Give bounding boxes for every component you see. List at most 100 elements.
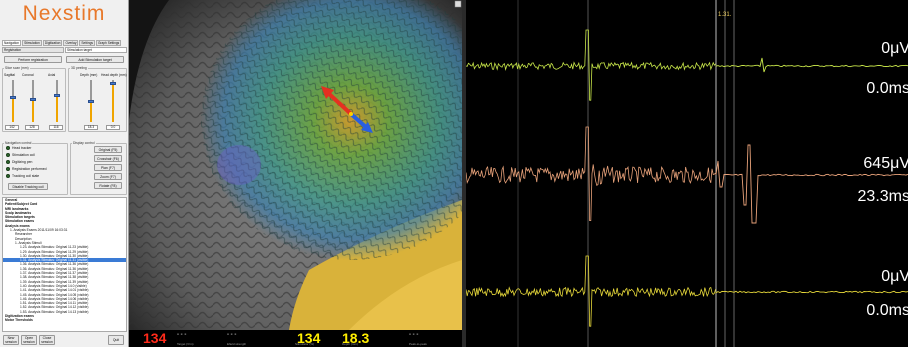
axial-slider-handle[interactable] bbox=[54, 94, 60, 97]
zoom-view-button[interactable]: Zoom (F7) bbox=[94, 173, 122, 180]
ch1-latency: 0.0ms bbox=[866, 80, 908, 97]
status-led-icon bbox=[6, 153, 10, 158]
axial-slider[interactable] bbox=[54, 80, 60, 122]
close-session-button[interactable]: Close session bbox=[39, 335, 55, 345]
emg-trace-post-2 bbox=[715, 144, 908, 224]
ch3-latency: 0.0ms bbox=[866, 302, 908, 319]
stimulation-coil-status: Stimulation coil bbox=[6, 153, 35, 158]
session-tree[interactable]: General Patient/Subject Card MRI landmarks… bbox=[2, 197, 127, 332]
status-led-icon bbox=[6, 167, 10, 172]
head-depth-value[interactable]: 0.0 bbox=[106, 125, 120, 130]
plan-view-button[interactable]: Plan (F7) bbox=[94, 164, 122, 171]
emg-trace-pre-2 bbox=[466, 126, 716, 221]
tree-item[interactable]: 1.41. Analysis Stimulus: Original 14.01 … bbox=[20, 288, 89, 293]
tree-item[interactable]: 1.38. Analysis Stimulus: Original 11.38 … bbox=[20, 275, 89, 280]
disable-tracking-coil-button[interactable]: Disable Tracking coil bbox=[8, 183, 48, 190]
tree-item[interactable]: General bbox=[5, 198, 18, 202]
maximize-icon[interactable] bbox=[454, 0, 462, 8]
status-led-icon bbox=[6, 146, 10, 151]
coronal-slider[interactable] bbox=[30, 80, 36, 122]
sagittal-slider-handle[interactable] bbox=[10, 96, 16, 99]
tree-item[interactable]: Description bbox=[15, 236, 32, 241]
tree-item[interactable]: 1.39. Analysis Stimulus: Original 11.39 … bbox=[20, 279, 89, 284]
open-session-button[interactable]: Open session bbox=[21, 335, 37, 345]
tab-graph-settings[interactable]: Graph Settings bbox=[95, 40, 122, 46]
display-control-label: Display control bbox=[72, 141, 96, 145]
sagittal-label: Sagittal bbox=[4, 73, 15, 77]
head-depth-slider-handle[interactable] bbox=[110, 82, 116, 85]
status-led-icon bbox=[6, 174, 10, 179]
crosshair-view-button[interactable]: Crosshair (F6) bbox=[94, 155, 122, 162]
tree-item[interactable]: 1. Analysis Stimuli bbox=[15, 240, 42, 245]
tab-stimulation[interactable]: Stimulation bbox=[22, 40, 42, 46]
digitizing-pen-status: Digitizing pen bbox=[6, 160, 32, 165]
emg-panel[interactable]: 1.31. 0μV 0.0ms 645μV 23.3ms 0μV 0.0ms bbox=[466, 0, 908, 347]
tree-item[interactable]: 1.31. Analysis Stimulus: Original 11.31 … bbox=[3, 258, 126, 263]
tab-overlay[interactable]: Overlay bbox=[63, 40, 79, 46]
tree-item[interactable]: 1.36. Analysis Stimulus: Original 11.36 … bbox=[20, 262, 89, 267]
tree-item[interactable]: Scalp landmarks bbox=[5, 210, 32, 215]
tab-settings[interactable]: Settings bbox=[79, 40, 95, 46]
tree-item[interactable]: 1.36. Analysis Stimulus: Original 11.36 … bbox=[20, 266, 89, 271]
tree-item[interactable]: 1.51. Analysis Stimulus: Original 14.11 … bbox=[20, 301, 89, 306]
navigation-control-group bbox=[2, 143, 68, 195]
coronal-value[interactable]: 128 bbox=[25, 125, 39, 130]
tree-item[interactable]: 1.23. Analysis Stimulus: Original 11.23 … bbox=[20, 245, 89, 250]
coil-normal-arrow bbox=[349, 112, 369, 130]
tree-item[interactable]: 1.37. Analysis Stimulus: Original 11.37 … bbox=[20, 271, 89, 276]
tree-item[interactable]: 1.29. Analysis Stimulus: Original 11.29 … bbox=[20, 249, 89, 254]
tab-digitization[interactable]: Digitization bbox=[42, 40, 63, 46]
tree-item[interactable]: Stimulation exams bbox=[5, 219, 35, 224]
emg-trace-pre-3 bbox=[466, 255, 716, 327]
new-session-button[interactable]: New session bbox=[3, 335, 19, 345]
tree-item[interactable]: Analysis exams bbox=[5, 223, 30, 228]
axial-value[interactable]: 116 bbox=[49, 125, 63, 130]
depth-value-readout: 18.3 bbox=[342, 330, 370, 346]
emg-trace-pre-1 bbox=[466, 29, 716, 101]
tree-item[interactable]: 1.45. Analysis Stimulus: Original 14.05 … bbox=[20, 292, 89, 297]
tree-item[interactable]: Digitization exams bbox=[5, 314, 34, 319]
coronal-slider-handle[interactable] bbox=[30, 98, 36, 101]
original-view-button[interactable]: Original (F5) bbox=[94, 146, 122, 153]
rotate-view-button[interactable]: Rotate (F8) bbox=[94, 182, 122, 189]
tab-stimulation-target[interactable]: Stimulation target bbox=[65, 47, 127, 53]
quit-button[interactable]: Quit bbox=[108, 335, 124, 345]
placeholder-value-1: - - - bbox=[177, 332, 187, 338]
app-logo: Nexstim bbox=[22, 2, 106, 25]
brain-3d-view[interactable] bbox=[129, 0, 462, 330]
panel-divider[interactable] bbox=[462, 0, 466, 347]
depth-slider[interactable] bbox=[88, 80, 94, 122]
head-depth-slider[interactable] bbox=[110, 80, 116, 122]
perform-registration-button[interactable]: Perform registration bbox=[4, 56, 62, 63]
tree-item[interactable]: 1.52. Analysis Stimulus: Original 14.12 … bbox=[20, 305, 89, 310]
tree-item[interactable]: Stimulation targets bbox=[5, 215, 35, 220]
depth-slider-handle[interactable] bbox=[88, 100, 94, 103]
tree-item[interactable]: 1.46. Analysis Stimulus: Original 14.06 … bbox=[20, 296, 89, 301]
brain-render bbox=[129, 0, 462, 330]
depth-label: Depth (mm) bbox=[80, 73, 98, 77]
tree-item[interactable]: 1.30. Analysis Stimulus: Original 11.30 … bbox=[20, 253, 89, 258]
depth-value[interactable]: 18.3 bbox=[84, 125, 98, 130]
sagittal-value[interactable]: 142 bbox=[5, 125, 19, 130]
tree-item[interactable]: Patient/Subject Card bbox=[5, 202, 38, 207]
peeling-group bbox=[68, 68, 127, 132]
tab-navigation[interactable]: Navigation bbox=[2, 40, 22, 46]
navigation-control-label: Navigation control bbox=[4, 141, 33, 145]
add-stimulation-target-button[interactable]: Add Stimulation target bbox=[66, 56, 124, 63]
coronal-label: Coronal bbox=[22, 73, 34, 77]
head-tracker-status: Head tracker bbox=[6, 146, 31, 151]
tab-registration[interactable]: Registration bbox=[2, 47, 64, 53]
stimulator-value: 134 bbox=[297, 330, 321, 346]
sagittal-slider[interactable] bbox=[10, 80, 16, 122]
tree-item[interactable]: 1.40. Analysis Stimulus: Original 14.0 (… bbox=[20, 283, 87, 288]
depth-label-readout: Depth (mm) bbox=[342, 342, 358, 346]
tree-item[interactable]: 1. Analysis Exams 2011/11/09 16:03:31 bbox=[10, 228, 68, 233]
ch1-amplitude: 0μV bbox=[881, 40, 908, 57]
tree-item[interactable]: Motor Thresholds bbox=[5, 318, 33, 323]
placeholder-value-3: - - - bbox=[409, 332, 419, 338]
tracking-coil-status: Tracking coil state bbox=[6, 174, 39, 179]
tree-item[interactable]: MRI landmarks bbox=[5, 206, 29, 211]
tree-item[interactable]: Researcher bbox=[15, 232, 33, 237]
tree-item[interactable]: 1.53. Analysis Stimulus: Original 14.13 … bbox=[20, 309, 89, 314]
main-tabs: Navigation Stimulation Digitization Overlay… bbox=[2, 40, 127, 46]
